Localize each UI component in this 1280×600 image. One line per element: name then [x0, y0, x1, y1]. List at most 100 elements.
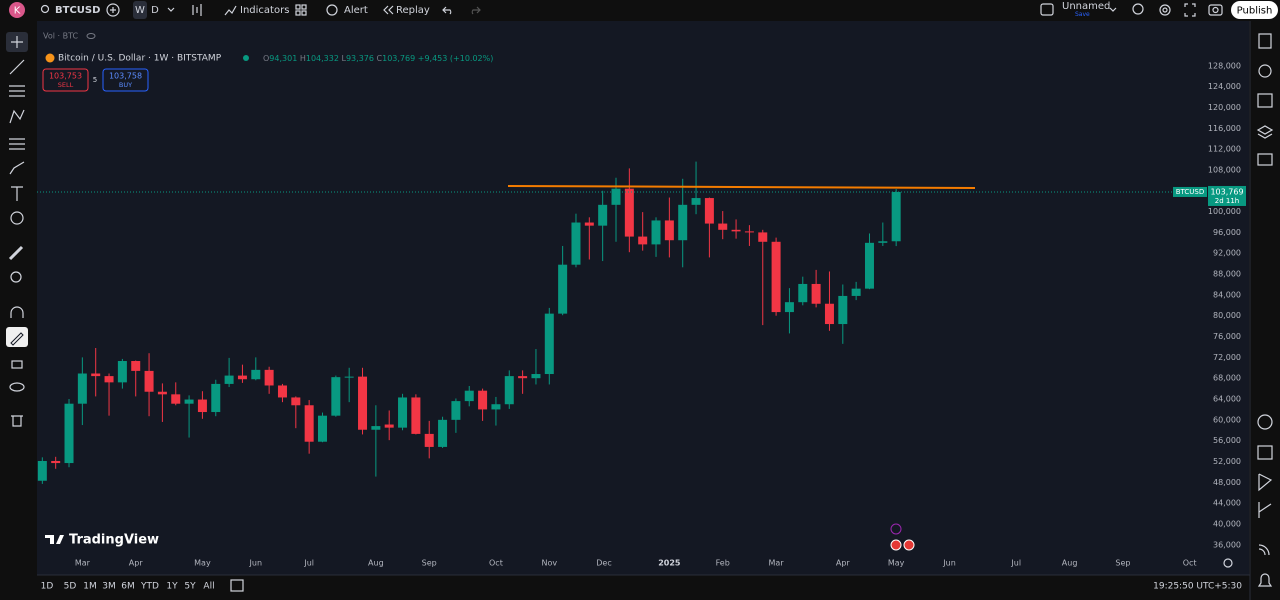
alerts-icon[interactable]: [1258, 64, 1272, 78]
candle-body: [331, 377, 341, 416]
publish-pill[interactable]: [1231, 1, 1278, 19]
x-tick-label: Apr: [129, 559, 144, 568]
alert-button[interactable]: Alert: [344, 5, 368, 16]
symbol-tag-bg: [1173, 186, 1207, 197]
measure-tool[interactable]: [8, 245, 24, 261]
visibility-tool[interactable]: [9, 382, 25, 392]
fib-tool[interactable]: [9, 85, 25, 97]
y-tick-label: 48,000: [1213, 478, 1241, 487]
caret[interactable]: [167, 7, 175, 12]
y-tick-label: 84,000: [1213, 290, 1241, 299]
event-marker[interactable]: [890, 523, 902, 535]
event-flag[interactable]: [903, 539, 915, 551]
fullscreen[interactable]: [1184, 3, 1196, 17]
stream-icon[interactable]: [1258, 544, 1270, 556]
candle-body: [784, 302, 794, 313]
symbol[interactable]: BTCUSD: [55, 5, 100, 16]
range-button[interactable]: 5D: [64, 582, 77, 592]
avatar[interactable]: [9, 2, 25, 18]
layout-icon[interactable]: [295, 4, 301, 10]
candle-body: [104, 376, 114, 383]
indicators-icon[interactable]: [224, 5, 237, 16]
replay-button[interactable]: Replay: [396, 5, 430, 16]
forecast-tool[interactable]: [9, 138, 25, 150]
axis-settings[interactable]: [1223, 558, 1233, 568]
range-button[interactable]: YTD: [140, 582, 159, 592]
search-icon[interactable]: [40, 4, 50, 14]
chart-icon[interactable]: [1258, 502, 1272, 518]
range-button[interactable]: All: [203, 582, 214, 592]
eye-icon[interactable]: [86, 33, 96, 39]
candle-body: [264, 369, 274, 386]
settings[interactable]: [1159, 4, 1171, 16]
news-icon[interactable]: [1257, 93, 1273, 108]
x-tick-label: Dec: [596, 559, 611, 568]
range-button[interactable]: 1Y: [166, 582, 178, 592]
goto-date[interactable]: [230, 579, 244, 592]
zoom-tool[interactable]: [10, 271, 22, 283]
interval[interactable]: W: [135, 5, 145, 16]
ohlc-value: 93,376: [346, 54, 374, 63]
chat-icon[interactable]: [1257, 153, 1273, 166]
range-button[interactable]: 1D: [41, 582, 54, 592]
network-icon[interactable]: [1258, 473, 1273, 492]
buy-box[interactable]: [102, 68, 149, 92]
y-tick-label: 120,000: [1208, 103, 1241, 112]
brush-tool[interactable]: [9, 161, 25, 175]
text-tool[interactable]: [11, 186, 23, 201]
range-button[interactable]: 5Y: [184, 582, 196, 592]
layout-square[interactable]: [1040, 3, 1054, 16]
interval[interactable]: D: [151, 5, 159, 16]
candle-body: [424, 433, 434, 447]
layers-icon[interactable]: [1256, 125, 1274, 139]
layout-name[interactable]: Unnamed: [1062, 1, 1110, 12]
candle-body: [878, 241, 888, 243]
event-flag[interactable]: [890, 539, 902, 551]
save-label[interactable]: Save: [1075, 11, 1090, 18]
ohlc-readout: O94,301 H104,332 L93,376 C103,769 +9,453…: [263, 54, 493, 63]
indicators-button[interactable]: Indicators: [240, 5, 289, 16]
pattern-tool[interactable]: [9, 109, 25, 124]
candle-body: [358, 376, 368, 430]
candle-body: [678, 204, 688, 241]
redo[interactable]: [471, 6, 481, 15]
watermark: TradingView: [69, 533, 159, 548]
caret[interactable]: [1109, 7, 1117, 12]
candle-body: [344, 376, 354, 378]
sell-box[interactable]: [42, 68, 89, 92]
undo[interactable]: [442, 6, 452, 15]
icon-tool[interactable]: [10, 211, 24, 225]
magnet-tool[interactable]: [10, 306, 24, 318]
crosshair-tool[interactable]: [11, 36, 23, 48]
compare-button[interactable]: [106, 3, 120, 17]
candle-body: [544, 313, 554, 375]
target-icon[interactable]: [1257, 414, 1273, 430]
btc-logo: [45, 53, 55, 63]
replay-icon[interactable]: [383, 5, 394, 15]
notifications-icon[interactable]: [1257, 573, 1273, 587]
buy-price: 103,758: [109, 72, 142, 81]
interval-active[interactable]: [133, 1, 147, 19]
watchlist-icon[interactable]: [1258, 33, 1272, 49]
trendline-tool[interactable]: [9, 59, 25, 75]
quick-search[interactable]: [1132, 3, 1144, 15]
candle-body: [144, 370, 154, 392]
alert-icon[interactable]: [326, 4, 338, 16]
candle-body: [598, 204, 608, 226]
x-tick-label: Nov: [541, 559, 557, 568]
range-button[interactable]: 6M: [121, 582, 135, 592]
candle-body: [704, 198, 714, 224]
candle-body: [171, 394, 181, 404]
chart-type-icon[interactable]: [192, 4, 202, 16]
candle-body: [638, 236, 648, 245]
symbol-title: Bitcoin / U.S. Dollar · 1W · BITSTAMP: [58, 54, 222, 64]
lock-tool[interactable]: [11, 360, 23, 369]
calendar-icon[interactable]: [1257, 445, 1273, 460]
publish-button[interactable]: Publish: [1237, 6, 1273, 17]
trend-line-drawing[interactable]: [507, 185, 976, 189]
range-button[interactable]: 3M: [102, 582, 116, 592]
remove-tool[interactable]: [11, 415, 23, 427]
range-button[interactable]: 1M: [83, 582, 97, 592]
snapshot[interactable]: [1208, 4, 1223, 16]
bottom-bar: 1D 5D 1M 3M 6M YTD 1Y 5Y All 19:25:50 UT…: [37, 558, 1250, 592]
